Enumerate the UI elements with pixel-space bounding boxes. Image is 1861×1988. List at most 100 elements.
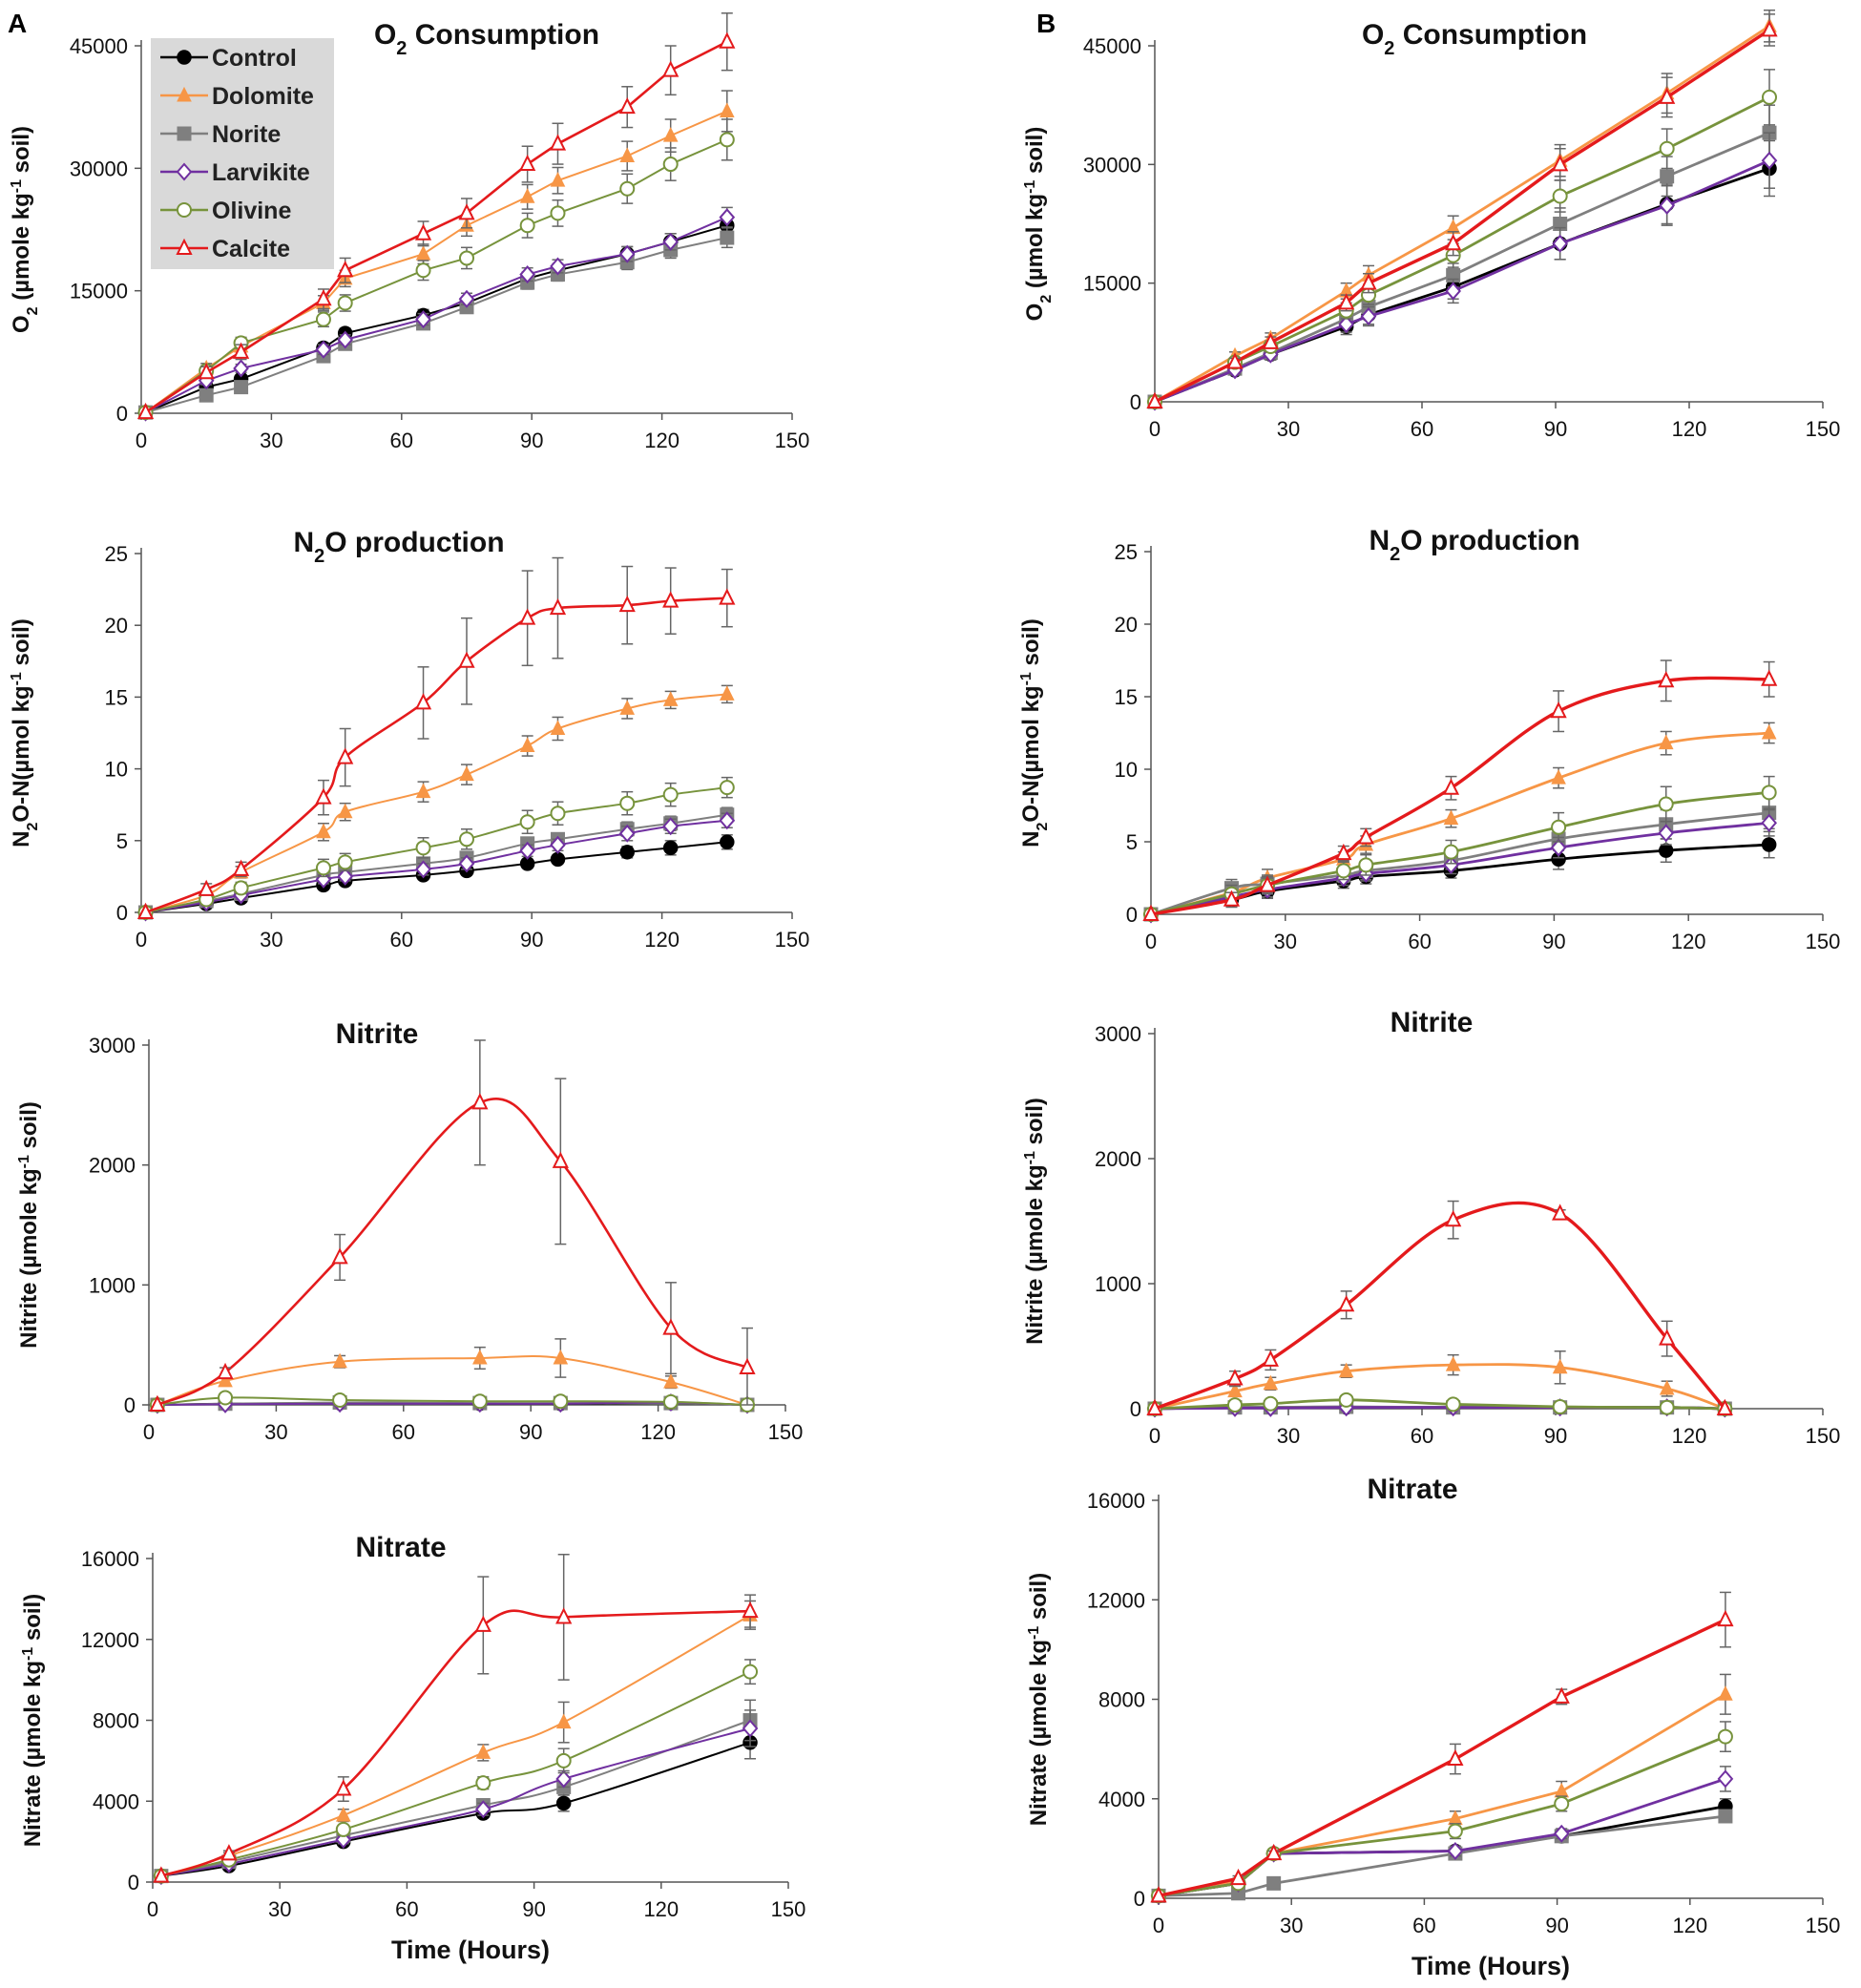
y-tick-label: 12000 xyxy=(81,1628,139,1652)
data-point xyxy=(1658,671,1675,688)
y-tick-label: 0 xyxy=(116,402,128,426)
data-point xyxy=(1445,1356,1461,1371)
data-point xyxy=(1335,863,1351,879)
chart-B-o2: 0 15000 30000 45000 0 30 60 90 120 150 O2 Consumpt… xyxy=(1022,9,1840,441)
data-point xyxy=(217,1362,234,1380)
x-tick-label: 90 xyxy=(1544,417,1567,441)
data-point xyxy=(1761,837,1777,852)
data-point xyxy=(1761,785,1777,801)
x-tick-label: 0 xyxy=(136,928,147,952)
data-point xyxy=(1442,778,1460,795)
x-tick-label: 150 xyxy=(775,928,810,952)
y-tick-label: 15000 xyxy=(1083,272,1141,296)
data-point xyxy=(1338,293,1355,310)
data-point xyxy=(519,608,536,625)
chart-B-n2o: 0 5 10 15 20 25 0 30 60 90 120 150 N2O production N2O… xyxy=(1018,525,1841,953)
chart-title: Nitrate xyxy=(1367,1474,1457,1505)
data-point xyxy=(1142,904,1160,921)
data-point xyxy=(458,289,475,308)
data-point xyxy=(662,232,680,251)
data-point xyxy=(1263,1395,1279,1412)
series-calcite xyxy=(1142,659,1778,921)
data-point xyxy=(232,859,250,876)
data-point xyxy=(136,902,155,919)
data-point xyxy=(519,737,535,753)
y-tick-label: 20 xyxy=(105,614,128,638)
legend-label-control: Control xyxy=(212,45,297,72)
data-point xyxy=(337,747,354,764)
series-line xyxy=(1150,843,1769,916)
x-tick-label: 30 xyxy=(260,928,282,952)
series-dolomite xyxy=(1151,1673,1733,1902)
x-tick-label: 150 xyxy=(771,1897,806,1921)
data-point xyxy=(315,860,331,876)
y-tick-label: 2000 xyxy=(89,1154,136,1178)
x-tick-label: 90 xyxy=(1542,930,1565,953)
y-tick-label: 12000 xyxy=(1087,1588,1145,1612)
data-point xyxy=(1718,1685,1733,1701)
y-axis-label: Nitrate (µmole kg-1 soil) xyxy=(20,1594,47,1847)
legend-label-dolomite: Dolomite xyxy=(212,83,314,110)
chart-A-nitrite: 0 1000 2000 3000 0 30 60 90 120 150 Nitrite Nitrite… xyxy=(16,1018,804,1444)
data-point xyxy=(1445,282,1461,301)
series-dolomite xyxy=(137,684,735,919)
data-point xyxy=(550,172,566,187)
chart-A-o2: 0 15000 30000 45000 0 30 60 90 120 150 O2 Consumpt… xyxy=(9,12,809,452)
data-point xyxy=(1551,769,1566,785)
x-tick-label: 30 xyxy=(264,1420,287,1444)
data-point xyxy=(1226,352,1244,369)
y-tick-label: 20 xyxy=(1115,613,1138,637)
series-line xyxy=(1154,167,1770,404)
y-tick-label: 15 xyxy=(1115,685,1138,709)
data-point xyxy=(335,1821,351,1837)
data-point xyxy=(550,851,566,868)
data-point xyxy=(337,295,353,311)
data-point xyxy=(335,1779,352,1796)
data-point xyxy=(618,96,636,115)
data-point xyxy=(1761,20,1778,37)
y-tick-label: 10 xyxy=(105,758,128,782)
x-tick-label: 90 xyxy=(522,1897,545,1921)
data-point xyxy=(1263,1374,1279,1391)
x-tick-label: 90 xyxy=(1545,1914,1568,1937)
data-point xyxy=(719,132,735,148)
data-point xyxy=(719,780,735,796)
series-dolomite xyxy=(150,1338,755,1412)
x-tick-label: 30 xyxy=(1277,1424,1300,1448)
data-point xyxy=(550,257,566,276)
data-point xyxy=(618,824,636,843)
y-tick-label: 5 xyxy=(1126,830,1138,854)
x-tick-label: 0 xyxy=(136,429,147,452)
data-point xyxy=(1266,1875,1282,1891)
y-tick-label: 25 xyxy=(105,542,128,566)
data-point xyxy=(662,60,680,77)
data-point xyxy=(555,1607,573,1624)
data-point xyxy=(662,1393,679,1410)
data-point xyxy=(553,1393,569,1410)
data-point xyxy=(415,840,431,856)
legend-label-larvikite: Larvikite xyxy=(212,159,310,186)
data-point xyxy=(232,342,250,359)
legend-box xyxy=(151,38,334,269)
x-tick-label: 120 xyxy=(643,1897,679,1921)
data-point xyxy=(1227,1382,1243,1398)
series-line xyxy=(1158,1814,1726,1897)
data-point xyxy=(1443,844,1459,860)
data-point xyxy=(619,147,636,162)
x-tick-label: 120 xyxy=(640,1420,676,1444)
data-point xyxy=(475,1744,491,1759)
data-point xyxy=(1717,1728,1733,1745)
data-point xyxy=(218,1371,233,1388)
legend-marker xyxy=(176,238,193,255)
data-point xyxy=(1658,843,1674,858)
series-line xyxy=(1150,731,1769,916)
y-tick-label: 0 xyxy=(1130,1397,1141,1421)
data-point xyxy=(471,1393,488,1410)
series-line xyxy=(160,1741,751,1877)
series-line xyxy=(1154,1363,1725,1411)
y-tick-label: 15 xyxy=(105,685,128,709)
data-point xyxy=(720,230,735,245)
data-point xyxy=(1223,889,1241,907)
legend-marker xyxy=(177,50,192,65)
y-tick-label: 3000 xyxy=(1095,1022,1141,1046)
